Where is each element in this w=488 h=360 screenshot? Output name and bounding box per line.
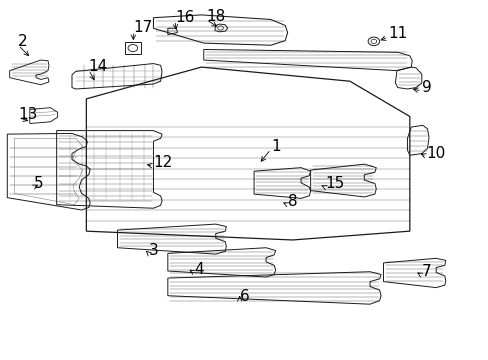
Text: 18: 18: [206, 9, 225, 24]
Text: 13: 13: [18, 107, 38, 122]
Text: 17: 17: [133, 21, 152, 35]
Text: 6: 6: [239, 289, 249, 304]
Text: 12: 12: [153, 155, 172, 170]
Text: 5: 5: [34, 176, 43, 191]
Text: 2: 2: [18, 35, 28, 49]
Text: 9: 9: [421, 80, 431, 95]
Text: 15: 15: [325, 176, 344, 191]
Text: 11: 11: [387, 26, 407, 41]
Text: 8: 8: [287, 194, 297, 209]
Text: 4: 4: [194, 262, 203, 277]
Text: 7: 7: [421, 265, 430, 279]
Text: 14: 14: [89, 59, 108, 74]
Text: 3: 3: [148, 243, 158, 258]
Text: 1: 1: [270, 139, 280, 154]
Text: 10: 10: [426, 145, 445, 161]
Text: 16: 16: [175, 10, 194, 25]
